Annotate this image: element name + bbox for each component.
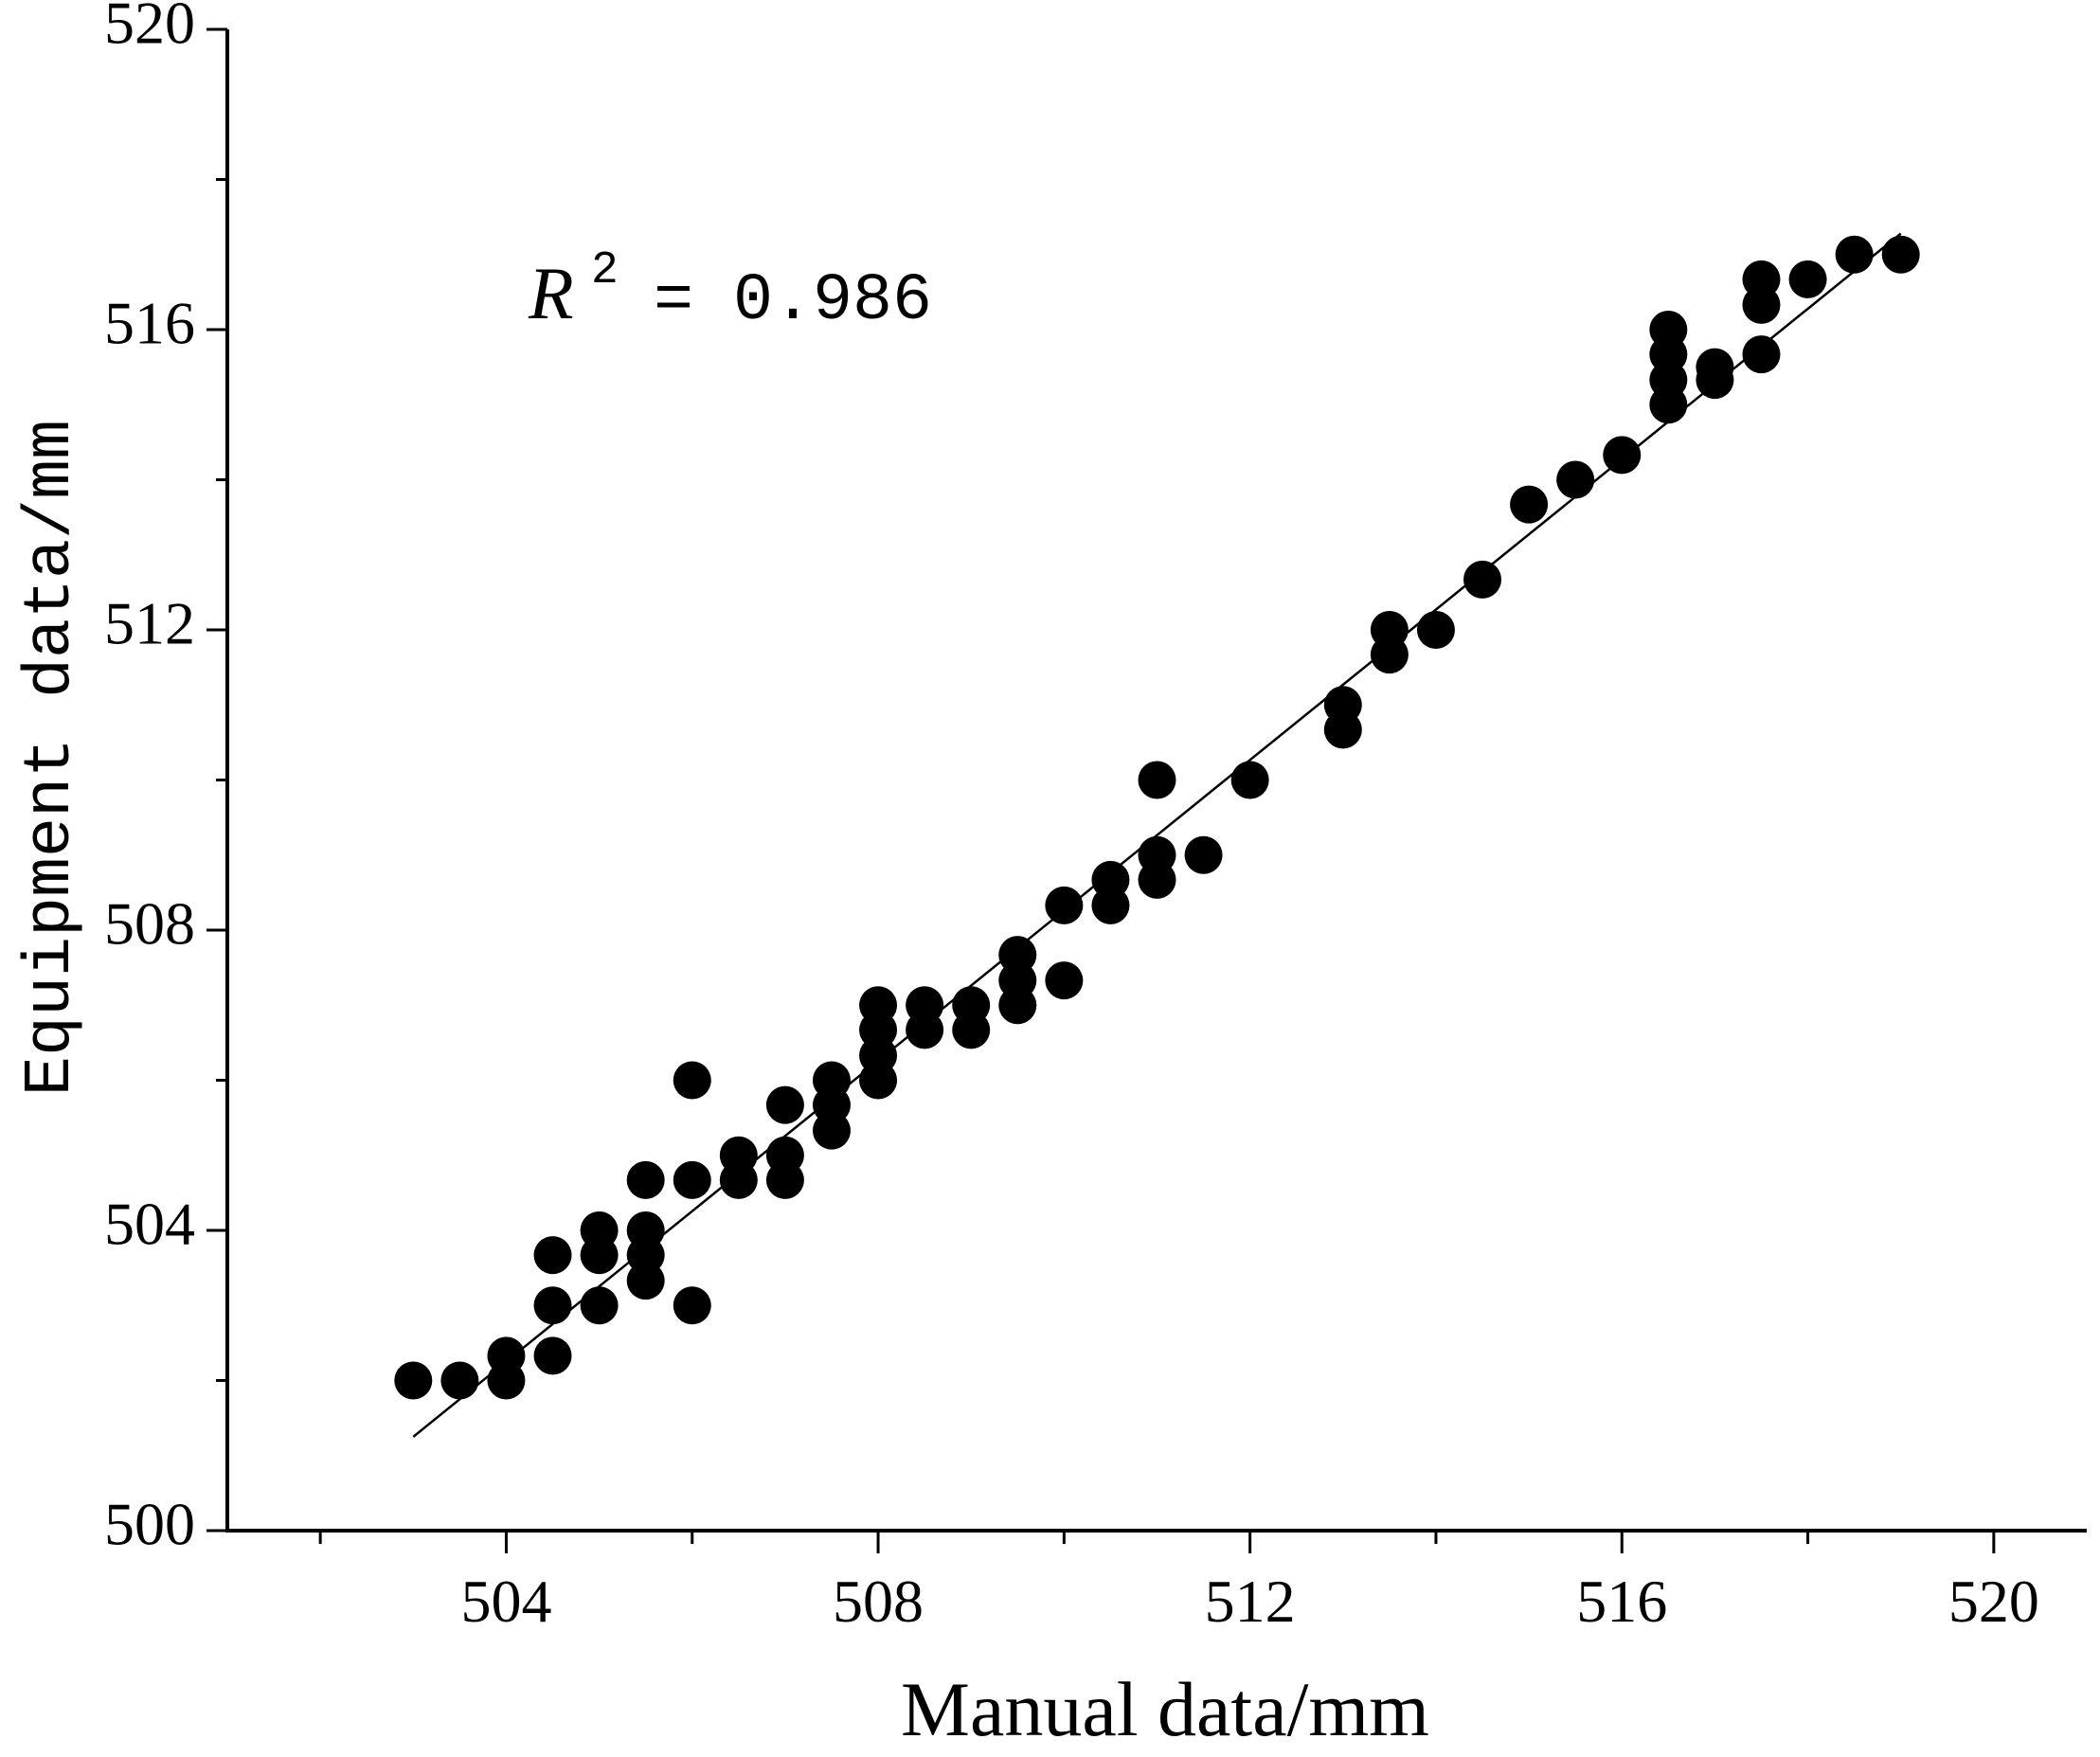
data-point xyxy=(906,986,944,1025)
data-point xyxy=(812,1061,851,1100)
data-point xyxy=(1184,835,1223,874)
data-point xyxy=(1649,311,1688,349)
x-tick-label: 516 xyxy=(1576,1568,1667,1635)
data-point xyxy=(1045,886,1084,924)
r-squared-annotation: R 2 = 0.986 xyxy=(528,245,932,339)
data-point xyxy=(998,936,1037,975)
data-point xyxy=(673,1061,711,1100)
data-point xyxy=(1323,686,1362,725)
data-point xyxy=(1835,235,1874,274)
x-axis-title: Manual data/mm xyxy=(901,1666,1429,1752)
x-tick-label: 508 xyxy=(833,1568,924,1635)
data-point xyxy=(1788,260,1827,298)
data-point xyxy=(580,1211,619,1249)
y-tick-label: 512 xyxy=(104,590,195,657)
ticks xyxy=(206,27,1996,1553)
y-tick-label: 504 xyxy=(104,1191,195,1258)
r-squared-superscript: 2 xyxy=(591,245,619,296)
data-point xyxy=(1556,460,1595,499)
data-point xyxy=(673,1160,711,1199)
data-point xyxy=(859,986,898,1025)
data-point xyxy=(1696,348,1734,386)
y-axis-title: Equipment data/mm xyxy=(14,420,89,1096)
data-point xyxy=(1881,235,1920,274)
data-point xyxy=(487,1336,526,1375)
x-tick-label: 504 xyxy=(460,1568,551,1635)
data-point xyxy=(1045,961,1084,1000)
y-tick-label: 500 xyxy=(104,1491,195,1558)
r-squared-value: = 0.986 xyxy=(654,264,932,339)
y-tick-label: 520 xyxy=(104,0,195,57)
data-point xyxy=(394,1361,433,1400)
r-squared-symbol: R xyxy=(528,252,574,334)
data-point xyxy=(580,1286,619,1325)
data-point xyxy=(1091,860,1130,899)
data-point xyxy=(1742,335,1781,374)
tick-labels: 500 504 508 512 516 520 504 508 512 516 520 xyxy=(104,0,2039,1635)
data-point xyxy=(1742,260,1781,298)
data-point xyxy=(1463,560,1502,599)
data-point xyxy=(673,1286,711,1325)
data-point xyxy=(765,1085,804,1124)
y-tick-label: 516 xyxy=(104,290,195,357)
data-points xyxy=(394,235,1920,1400)
x-tick-label: 520 xyxy=(1948,1568,2039,1635)
data-point xyxy=(1603,436,1642,475)
data-point xyxy=(1230,761,1269,799)
data-point xyxy=(626,1160,665,1199)
y-tick-label: 508 xyxy=(104,890,195,958)
data-point xyxy=(1416,611,1455,649)
data-point xyxy=(533,1286,572,1325)
data-point xyxy=(719,1136,758,1174)
data-point xyxy=(765,1136,804,1174)
data-point xyxy=(1138,835,1176,874)
x-tick-label: 512 xyxy=(1205,1568,1296,1635)
data-point xyxy=(533,1236,572,1275)
data-point xyxy=(1510,485,1549,524)
data-point xyxy=(626,1211,665,1249)
data-point xyxy=(952,986,991,1025)
data-point xyxy=(1370,611,1409,649)
data-point xyxy=(533,1336,572,1375)
data-point xyxy=(440,1361,479,1400)
data-point xyxy=(1138,761,1176,799)
